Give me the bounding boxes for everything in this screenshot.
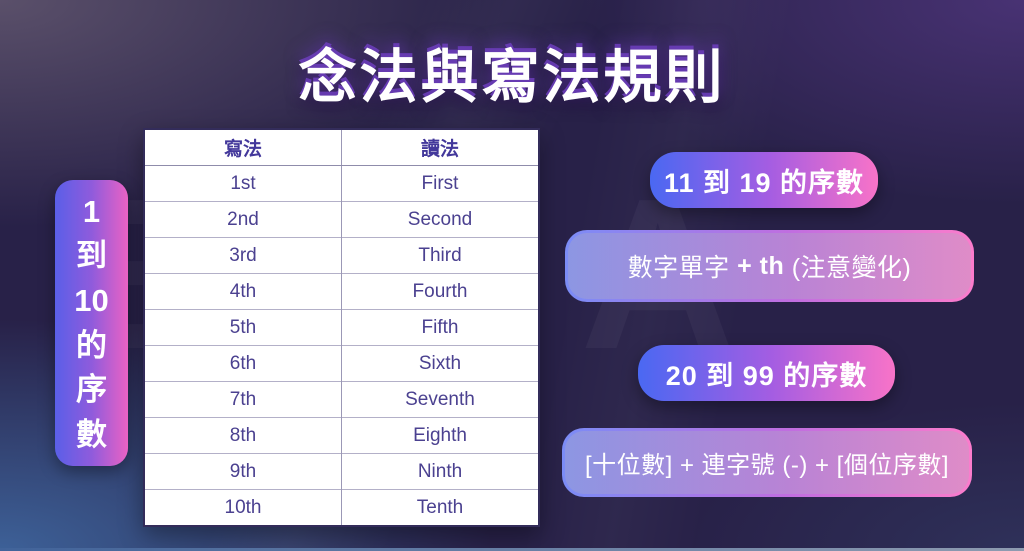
reading-cell: Seventh	[341, 381, 539, 418]
reading-cell: Eighth	[341, 417, 539, 454]
table-row: 6th Sixth	[144, 345, 539, 382]
table-row: 8th Eighth	[144, 417, 539, 454]
table-row: 3rd Third	[144, 237, 539, 274]
rule-text: [十位數] + 連字號 (-) + [個位序數]	[584, 452, 950, 479]
left-pill-char: 數	[76, 416, 107, 452]
table-row: 5th Fifth	[144, 309, 539, 346]
reading-cell: Ninth	[341, 453, 539, 490]
reading-cell: Tenth	[341, 489, 539, 526]
table-header-row: 寫法 讀法	[144, 129, 539, 166]
rule-text-post: (注意變化)	[784, 254, 912, 282]
ordinals-20-to-99-heading: 20 到 99 的序數	[638, 345, 895, 401]
table-row: 4th Fourth	[144, 273, 539, 310]
left-pill-char: 的	[76, 327, 107, 363]
table-row: 9th Ninth	[144, 453, 539, 490]
rule-20-to-99-box: [十位數] + 連字號 (-) + [個位序數]	[562, 428, 972, 497]
reading-cell: Second	[341, 201, 539, 238]
written-cell: 9th	[144, 453, 342, 490]
table-row: 2nd Second	[144, 201, 539, 238]
bottom-accent-line	[0, 548, 1024, 551]
left-pill-char: 1	[82, 193, 101, 229]
left-pill-char: 10	[74, 282, 109, 318]
written-cell: 1st	[144, 165, 342, 202]
written-cell: 6th	[144, 345, 342, 382]
table-header-written: 寫法	[144, 129, 342, 166]
written-cell: 4th	[144, 273, 342, 310]
written-cell: 2nd	[144, 201, 342, 238]
reading-cell: Fourth	[341, 273, 539, 310]
table-row: 7th Seventh	[144, 381, 539, 418]
page-title: 念法與寫法規則	[298, 45, 726, 110]
rule-11-to-19-box: 數字單字 + th (注意變化)	[565, 230, 974, 302]
written-cell: 8th	[144, 417, 342, 454]
table-row: 1st First	[144, 165, 539, 202]
left-pill-char: 到	[76, 238, 107, 274]
written-cell: 3rd	[144, 237, 342, 274]
reading-cell: First	[341, 165, 539, 202]
ordinals-1-to-10-pill: 1 到 10 的 序 數	[55, 180, 128, 466]
rule-text-pre: 數字單字	[627, 254, 738, 282]
ordinals-11-to-19-heading: 11 到 19 的序數	[650, 152, 878, 208]
ordinal-table: 寫法 讀法 1st First 2nd Second 3rd Third 4th…	[143, 128, 540, 527]
rule-text-bold: + th	[737, 251, 785, 280]
left-pill-char: 序	[76, 372, 107, 408]
table-row: 10th Tenth	[144, 489, 539, 526]
written-cell: 7th	[144, 381, 342, 418]
reading-cell: Third	[341, 237, 539, 274]
reading-cell: Sixth	[341, 345, 539, 382]
written-cell: 10th	[144, 489, 342, 526]
reading-cell: Fifth	[341, 309, 539, 346]
written-cell: 5th	[144, 309, 342, 346]
table-header-reading: 讀法	[341, 129, 539, 166]
